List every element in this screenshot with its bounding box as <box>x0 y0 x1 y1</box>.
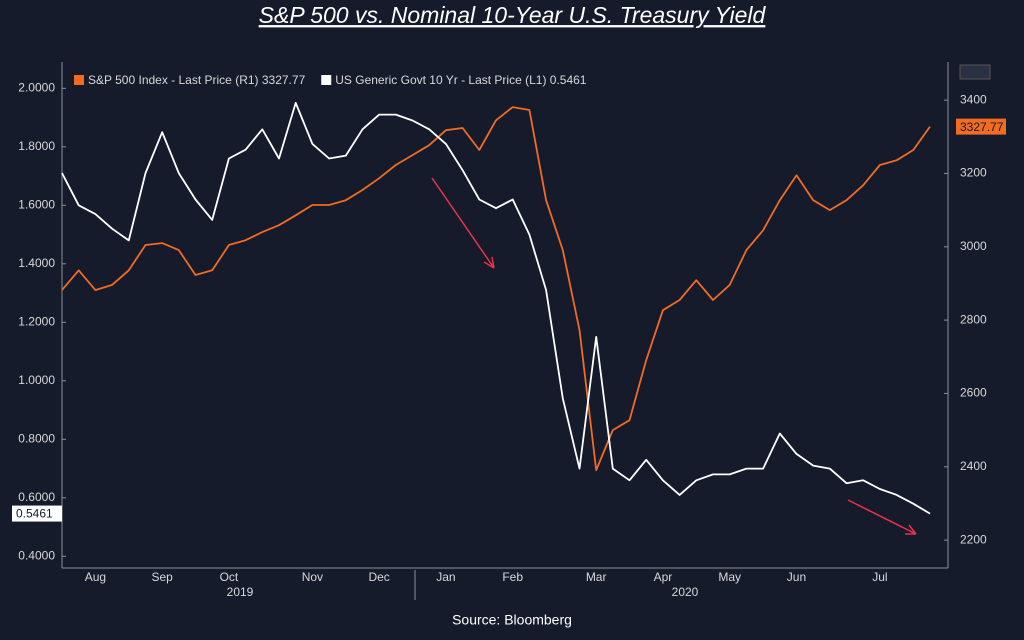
y2-tick-label: 2200 <box>960 532 987 546</box>
chart-title: S&P 500 vs. Nominal 10-Year U.S. Treasur… <box>259 2 767 28</box>
y-tick-label: 0.6000 <box>18 490 55 504</box>
y-tick-label: 1.4000 <box>18 256 55 270</box>
chart-menu-icon[interactable] <box>959 64 991 80</box>
x-tick-label: Dec <box>368 570 389 584</box>
arrow-head <box>905 524 917 535</box>
y-tick-label: 1.0000 <box>18 373 55 387</box>
series-line <box>61 106 931 471</box>
x-tick-label: Jun <box>787 570 806 584</box>
last-value-label: 3327.77 <box>960 120 1004 134</box>
x-tick-label: Jul <box>872 570 887 584</box>
y2-tick-label: 2600 <box>960 386 987 400</box>
x-group-label: 2019 <box>227 585 254 599</box>
source: Source: Bloomberg <box>452 612 572 628</box>
x-group-label: 2020 <box>672 585 699 599</box>
x-tick-label: Jan <box>436 570 455 584</box>
last-value-box <box>12 505 62 522</box>
series-line <box>61 102 931 515</box>
legend-swatch <box>321 75 332 85</box>
legend-label: US Generic Govt 10 Yr - Last Price (L1) … <box>335 73 587 87</box>
y2-tick-label: 2400 <box>960 459 987 473</box>
y2-tick-label: 2800 <box>960 312 987 326</box>
x-tick-label: Oct <box>220 570 239 584</box>
legend-label: S&P 500 Index - Last Price (R1) 3327.77 <box>88 73 306 87</box>
x-tick-label: Mar <box>586 570 607 584</box>
x-tick-label: Sep <box>151 570 173 584</box>
arrow-head <box>483 256 495 269</box>
annotation-arrow <box>431 177 495 269</box>
x-tick-label: Apr <box>654 570 673 584</box>
y2-tick-label: 3000 <box>960 239 987 253</box>
x-tick-label: Nov <box>302 570 323 584</box>
last-value-box <box>956 118 1006 135</box>
x-tick-label: May <box>718 570 741 584</box>
y-tick-label: 1.2000 <box>18 314 55 328</box>
y-tick-label: 0.8000 <box>18 431 55 445</box>
y-tick-label: 1.6000 <box>18 197 55 211</box>
y-tick-label: 1.8000 <box>18 139 55 153</box>
y-tick-label: 0.4000 <box>18 548 55 562</box>
y-tick-label: 2.0000 <box>18 80 55 94</box>
x-tick-label: Feb <box>502 570 523 584</box>
x-tick-label: Aug <box>85 570 106 584</box>
y2-tick-label: 3200 <box>960 166 987 180</box>
annotation-arrow <box>847 499 917 535</box>
legend-swatch <box>74 75 84 85</box>
y2-tick-label: 3400 <box>960 92 987 106</box>
last-value-label: 0.5461 <box>16 507 53 521</box>
